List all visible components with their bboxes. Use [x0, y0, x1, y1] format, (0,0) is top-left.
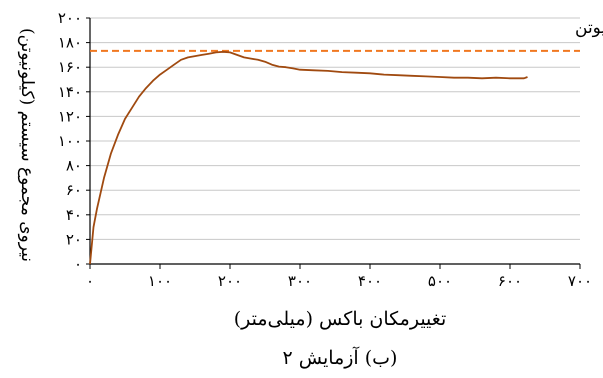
- x-tick-label-2: ۲۰۰: [218, 272, 242, 290]
- x-tick-label-0: ۰: [86, 272, 94, 290]
- y-tick-label-3: ۶۰: [66, 181, 82, 199]
- series-layer: [89, 50, 528, 265]
- x-tick-labels: ۰ ۱۰۰ ۲۰۰ ۳۰۰ ۴۰۰ ۵۰۰ ۶۰۰ ۷۰۰: [86, 272, 592, 290]
- y-tick-label-4: ۸۰: [66, 157, 82, 175]
- y-tick-label-1: ۲۰: [66, 230, 82, 248]
- y-tick-label-7: ۱۴۰: [58, 83, 82, 101]
- y-tick-label-9: ۱۸۰: [58, 34, 82, 52]
- y-tick-label-2: ۴۰: [66, 206, 82, 224]
- y-tick-label-5: ۱۰۰: [58, 132, 82, 150]
- y-tick-label-6: ۱۲۰: [58, 107, 82, 125]
- x-tick-label-3: ۳۰۰: [288, 272, 312, 290]
- x-tick-label-5: ۵۰۰: [428, 272, 452, 290]
- y-tick-label-10: ۲۰۰: [58, 9, 82, 27]
- figure-caption: (ب) آزمایش ۲: [282, 347, 398, 369]
- x-tick-label-1: ۱۰۰: [148, 272, 172, 290]
- x-tick-label-6: ۶۰۰: [498, 272, 522, 290]
- y-tick-label-8: ۱۶۰: [58, 58, 82, 76]
- x-axis-label: تغییرمکان باکس (میلی‌متر): [233, 308, 447, 330]
- y-tick-label-0: ۰: [74, 255, 82, 273]
- axes: [86, 17, 581, 269]
- y-axis-label: نیروی مجموع سیستم (کیلونیوتن): [17, 28, 37, 262]
- x-tick-label-4: ۴۰۰: [358, 272, 382, 290]
- x-tick-label-7: ۷۰۰: [568, 272, 592, 290]
- y-tick-labels: ۰ ۲۰ ۴۰ ۶۰ ۸۰ ۱۰۰ ۱۲۰ ۱۴۰ ۱۶۰ ۱۸۰ ۲۰۰: [58, 9, 82, 273]
- series-line-0: [89, 50, 528, 265]
- grid-lines: [90, 17, 580, 240]
- fmax-label: FMAX = ۱۷۳/۲۹ کیلونیوتن: [575, 18, 603, 38]
